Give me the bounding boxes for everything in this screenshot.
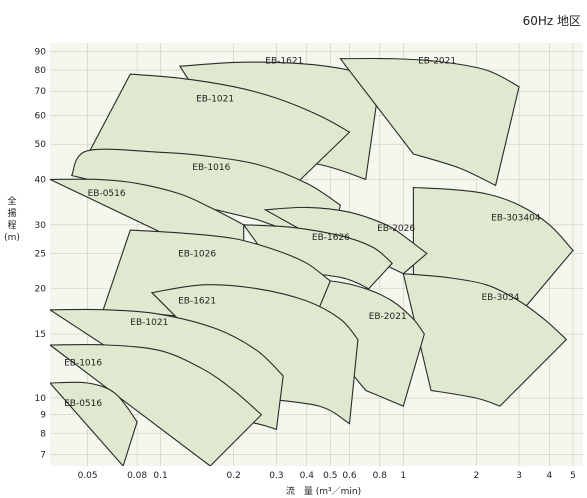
- x-tick-label: 0.8: [373, 471, 388, 481]
- region-label: EB-1621: [265, 56, 303, 66]
- region-label: EB-3034: [482, 293, 520, 303]
- x-tick-label: 0.4: [300, 471, 315, 481]
- performance-region-eb-0516-14: [50, 381, 138, 466]
- region-label: EB-0516: [88, 189, 126, 199]
- region-label: EB-2021: [369, 312, 407, 322]
- x-tick-label: 0.6: [342, 471, 357, 481]
- y-tick-label: 7: [40, 450, 46, 460]
- x-tick-label: 0.3: [269, 471, 283, 481]
- y-tick-label: 30: [35, 221, 47, 231]
- y-tick-label: 60: [35, 112, 47, 122]
- y-axis-ticks: 7 8 9 10 15 20 25 30 40 50 60 70 80 90: [35, 48, 47, 461]
- performance-region-eb-1626-7: [242, 224, 393, 290]
- x-tick-label: 0.05: [78, 471, 98, 481]
- x-axis-label: 流 量 (m³／min): [0, 484, 587, 497]
- region-label: EB-303404: [491, 214, 541, 224]
- x-axis-label-unit: (m³／min): [315, 487, 362, 497]
- y-tick-label: 70: [35, 87, 47, 97]
- x-tick-label: 0.1: [153, 471, 167, 481]
- y-tick-label: 80: [35, 66, 47, 76]
- x-tick-label: 4: [547, 471, 553, 481]
- x-tick-label: 5: [570, 471, 576, 481]
- region-label: EB-1016: [64, 358, 102, 368]
- x-tick-label: 0.2: [227, 471, 241, 481]
- region-label: EB-1021: [130, 318, 168, 328]
- y-tick-label: 90: [35, 48, 47, 58]
- x-tick-label: 0.5: [323, 471, 337, 481]
- region-labels: EB-1621 EB-2021 EB-1021 EB-1016 EB-0516 EB-30…: [64, 56, 541, 409]
- x-tick-label: 2: [474, 471, 480, 481]
- y-tick-label: 25: [35, 250, 46, 260]
- region-label: EB-1016: [192, 163, 230, 173]
- performance-region-eb-2021-1: [339, 57, 520, 187]
- x-tick-label: 1: [400, 471, 406, 481]
- region-label: EB-1626: [312, 233, 350, 243]
- region-label: EB-0516: [64, 399, 102, 409]
- y-tick-label: 20: [35, 285, 47, 295]
- y-tick-label: 10: [35, 394, 47, 404]
- region-label: EB-1021: [196, 95, 234, 105]
- region-label: EB-2021: [418, 56, 456, 66]
- x-tick-label: 3: [516, 471, 522, 481]
- y-tick-label: 15: [35, 330, 46, 340]
- performance-regions: [50, 57, 574, 466]
- performance-region-eb-3034-8: [402, 273, 568, 407]
- region-label: EB-2026: [377, 224, 415, 234]
- y-tick-label: 8: [40, 429, 46, 439]
- region-label: EB-1621: [178, 297, 216, 307]
- region-label: EB-1026: [178, 250, 216, 260]
- x-axis-label-text: 流 量: [285, 487, 313, 497]
- performance-region-eb-1016-13: [50, 344, 263, 466]
- y-tick-label: 50: [35, 140, 47, 150]
- y-tick-label: 9: [40, 411, 46, 421]
- x-axis-ticks: 0.05 0.08 0.1 0.2 0.3 0.4 0.5 0.6 0.8 1 2 3 4 5: [78, 471, 576, 481]
- x-tick-label: 0.08: [127, 471, 147, 481]
- region-heading: 60Hz 地区: [522, 14, 581, 28]
- y-tick-label: 40: [35, 175, 47, 185]
- y-axis-label: 全揚程 (m): [4, 197, 20, 243]
